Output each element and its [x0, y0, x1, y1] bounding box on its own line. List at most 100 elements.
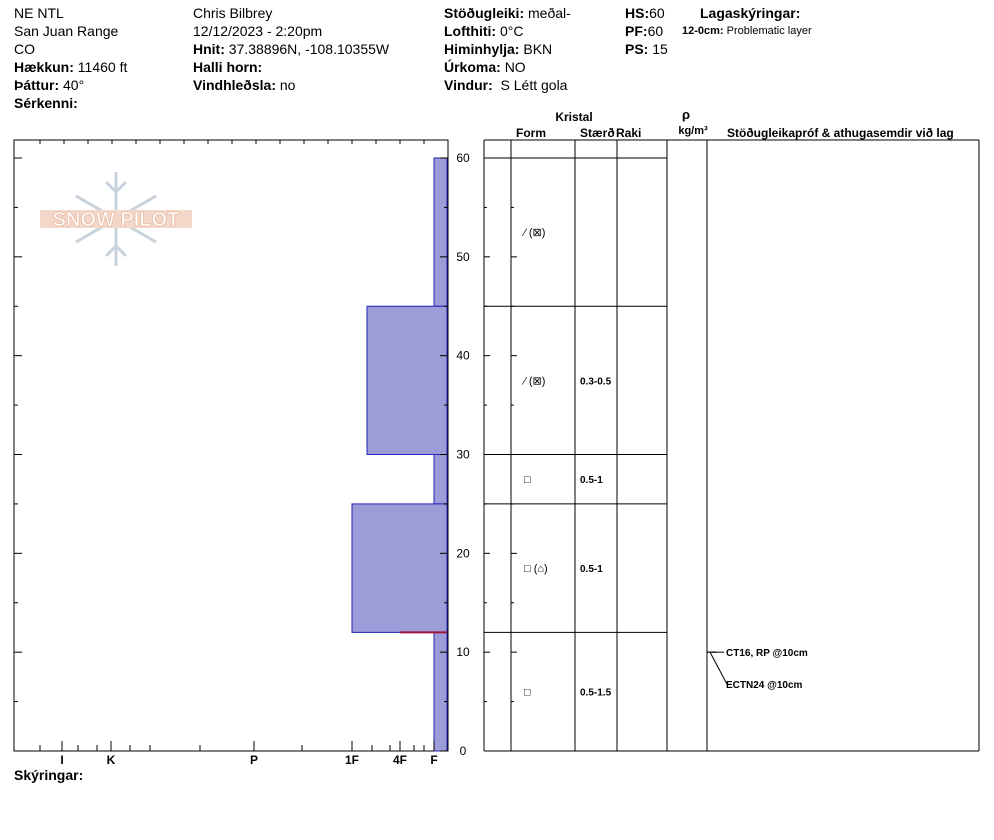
aspect-value: 40°: [63, 77, 85, 93]
layer-size-3: 0.5-1: [580, 475, 603, 486]
hardness-bars: [351, 157, 448, 752]
hardness-tick-label: F: [430, 753, 437, 767]
layer-note-depth: 12-0cm:: [682, 25, 724, 37]
stability-tests: CT16, RP @10cm ECTN24 @10cm: [707, 648, 808, 691]
layer-form-3: □: [524, 474, 531, 486]
windload-label: Vindhleðsla:: [193, 77, 276, 93]
layer-table-rows: ⁄ (⊠) ⁄ (⊠) 0.3-0.5 □ 0.5-1 □ (⌂) 0.5-1 □ 0.5-1.…: [484, 157, 667, 703]
test-leader-line: [709, 651, 728, 685]
hs-label: HS:: [625, 5, 650, 21]
depth-tick-label: 40: [456, 349, 470, 363]
coords-row: Hnit: 37.38896N, -108.10355W: [193, 40, 389, 58]
features-label: Sérkenni:: [14, 95, 78, 111]
snowpilot-logo: SNOW PILOT: [40, 172, 192, 266]
hs-row: HS:60: [625, 4, 668, 22]
wind-value: S Létt gola: [500, 77, 568, 93]
header-observer: Chris Bilbrey 12/12/2023 - 2:20pm Hnit: …: [193, 4, 389, 94]
comments-row: Skýringar:: [14, 766, 83, 784]
depth-tick-label: 50: [456, 250, 470, 264]
layer-bar-4: [351, 503, 448, 633]
hardness-plot-frame: [13, 139, 449, 752]
aspect-row: Þáttur: 40°: [14, 76, 127, 94]
layer-form-2: ⁄ (⊠): [521, 375, 545, 387]
windload-value: no: [279, 77, 296, 93]
layer-note-text: Problematic layer: [726, 25, 812, 37]
layer-size-4: 0.5-1: [580, 564, 603, 575]
ps-label: PS:: [625, 41, 649, 57]
depth-tick-label: 30: [456, 448, 470, 462]
slope-label: Halli horn:: [193, 59, 263, 75]
stability-label: Stöðugleiki:: [444, 5, 525, 21]
hs-value: 60: [649, 5, 665, 21]
form-header: Form: [516, 126, 546, 140]
region-name: NE NTL: [14, 5, 64, 21]
layer-size-5: 0.5-1.5: [580, 688, 612, 699]
layer-note: 12-0cm: Problematic layer: [682, 22, 812, 40]
pf-label: PF:: [625, 23, 648, 39]
density-unit-header: kg/m³: [678, 125, 708, 137]
logo-band: [40, 210, 192, 228]
ps-row: PS: 15: [625, 40, 668, 58]
depth-axis: 0 10 20 30 40 50 60: [14, 151, 470, 758]
hardness-tick-label: I: [60, 753, 63, 767]
layer-bar-1: [433, 157, 448, 307]
wind-label: Vindur:: [444, 77, 493, 93]
hardness-tick-label: 1F: [345, 753, 359, 767]
stability-test-1: CT16, RP @10cm: [726, 648, 808, 659]
elevation-label: Hækkun:: [14, 59, 74, 75]
layer-form-1: ⁄ (⊠): [521, 227, 545, 239]
wind-row: Vindur: S Létt gola: [444, 76, 571, 94]
header-location: NE NTL San Juan Range CO Hækkun: 11460 f…: [14, 4, 127, 112]
rho-header: ρ: [682, 107, 690, 122]
crystal-header: Kristal: [555, 110, 592, 124]
sky-row: Himinhylja: BKN: [444, 40, 571, 58]
layer-notes-title: Lagaskýringar:: [700, 5, 801, 21]
tests-header: Stöðugleikapróf & athugasemdir við lag: [727, 126, 954, 140]
size-header: Stærð: [580, 126, 615, 140]
layer-bar-3: [433, 454, 448, 505]
stability-value: meðal-: [528, 5, 571, 21]
sky-value: BKN: [523, 41, 553, 57]
slope-row: Halli horn:: [193, 58, 389, 76]
elevation-row: Hækkun: 11460 ft: [14, 58, 127, 76]
airtemp-row: Lofthiti: 0°C: [444, 22, 571, 40]
layer-bar-2: [366, 305, 448, 455]
precip-value: NO: [504, 59, 526, 75]
stability-row: Stöðugleiki: meðal-: [444, 4, 571, 22]
features-row: Sérkenni:: [14, 94, 127, 112]
precip-label: Úrkoma:: [444, 59, 501, 75]
airtemp-value: 0°C: [499, 23, 524, 39]
stability-test-2: ECTN24 @10cm: [726, 680, 803, 691]
depth-tick-label: 60: [456, 151, 470, 165]
header-depths: HS:60 PF:60 PS: 15: [625, 4, 668, 58]
state-name: CO: [14, 41, 35, 57]
layer-bar-5: [433, 631, 448, 752]
hardness-tick-label: K: [107, 753, 116, 767]
depth-tick-label: 0: [460, 744, 467, 758]
layer-size-2: 0.3-0.5: [580, 376, 612, 387]
hardness-tick-label: P: [250, 753, 258, 767]
observer-name: Chris Bilbrey: [193, 5, 273, 21]
depth-tick-label: 20: [456, 546, 470, 560]
hardness-tick-label: 4F: [393, 753, 407, 767]
sky-label: Himinhylja:: [444, 41, 520, 57]
layer-form-4: □ (⌂): [524, 563, 548, 575]
layer-form-5: □: [524, 687, 531, 699]
windload-row: Vindhleðsla: no: [193, 76, 389, 94]
header-conditions: Stöðugleiki: meðal- Lofthiti: 0°C Himinh…: [444, 4, 571, 94]
pf-row: PF:60: [625, 22, 668, 40]
pf-value: 60: [647, 23, 664, 39]
logo-text: SNOW PILOT: [53, 209, 180, 231]
depth-tick-label: 10: [456, 645, 470, 659]
coords-label: Hnit:: [193, 41, 225, 57]
layer-table: [483, 139, 980, 752]
hardness-axis: I K P 1F 4F F: [39, 140, 438, 767]
elevation-value: 11460 ft: [77, 59, 128, 75]
precip-row: Úrkoma: NO: [444, 58, 571, 76]
airtemp-label: Lofthiti:: [444, 23, 497, 39]
ps-value: 15: [652, 41, 668, 57]
aspect-label: Þáttur:: [14, 77, 60, 93]
comments-label: Skýringar:: [14, 767, 84, 783]
coords-value: 37.38896N, -108.10355W: [228, 41, 390, 57]
